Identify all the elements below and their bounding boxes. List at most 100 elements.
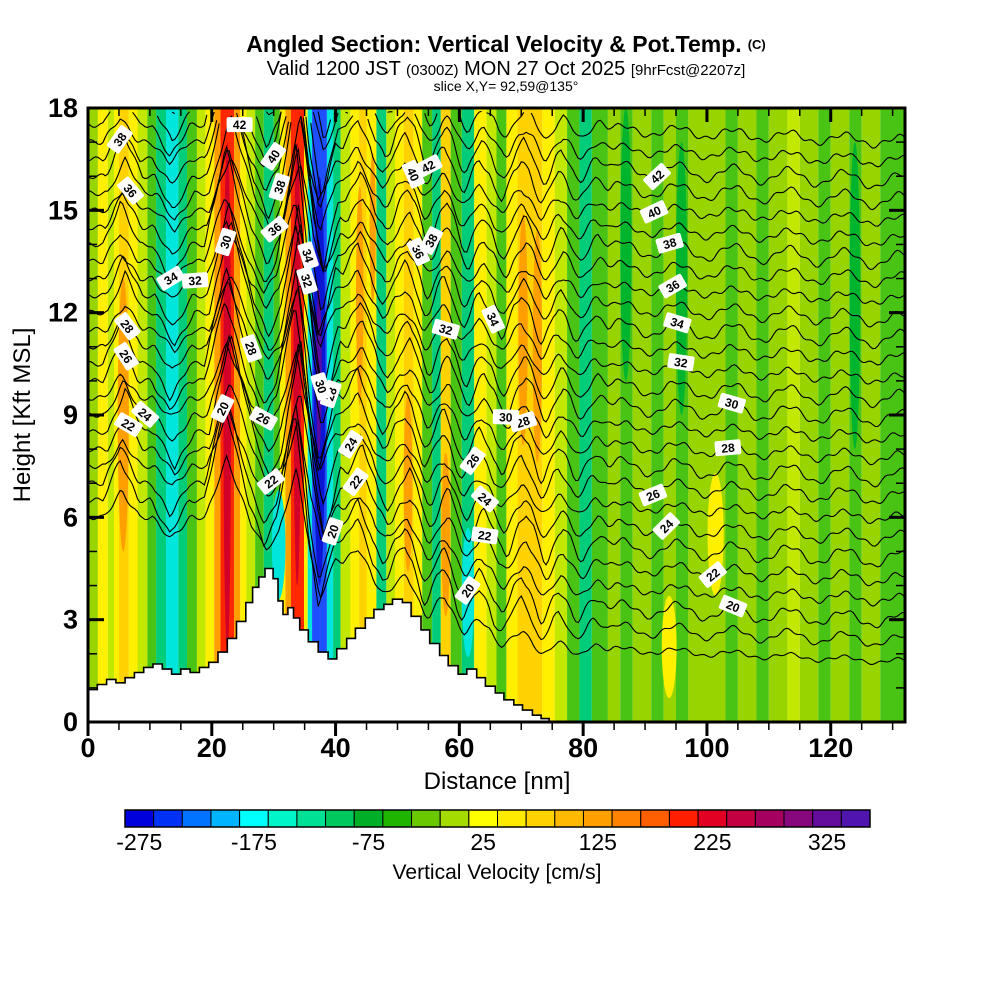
velocity-core xyxy=(403,394,413,572)
x-tick-label: 60 xyxy=(444,733,474,763)
isentrope-label-value: 38 xyxy=(661,235,678,252)
isentrope-label: 26 xyxy=(638,483,668,507)
colorbar-cell xyxy=(239,809,269,828)
isentrope-label-box xyxy=(459,446,486,475)
isentrope-label: 34 xyxy=(663,312,692,334)
velocity-band xyxy=(113,108,119,722)
isentrope-label-value: 30 xyxy=(499,410,513,424)
velocity-band xyxy=(165,108,179,722)
isentrope-line xyxy=(88,202,905,409)
velocity-core xyxy=(661,595,677,699)
velocity-band xyxy=(818,108,831,722)
isentrope-label-box xyxy=(268,172,291,202)
velocity-band xyxy=(861,108,881,722)
isentrope-label-value: 32 xyxy=(298,272,316,289)
x-tick-label: 100 xyxy=(684,733,729,763)
isentrope-label-value: 32 xyxy=(188,273,203,288)
isentrope-label-box xyxy=(181,272,209,289)
isentrope-label: 36 xyxy=(117,176,144,205)
isentrope-line xyxy=(88,158,905,305)
isentrope-label-value: 32 xyxy=(673,355,689,371)
velocity-band xyxy=(196,108,206,722)
isentrope-label: 20 xyxy=(321,517,344,546)
isentrope-label-box xyxy=(698,561,727,588)
isentrope-label-box xyxy=(471,526,499,545)
velocity-band xyxy=(350,108,360,722)
isentrope-label: 20 xyxy=(210,394,235,423)
colorbar-cell xyxy=(124,809,155,828)
velocity-band xyxy=(579,108,592,722)
isentrope-label: 24 xyxy=(652,512,681,540)
isentrope-label-box xyxy=(310,372,332,401)
isentrope-label-box xyxy=(419,226,443,255)
isentrope-line xyxy=(88,267,905,488)
isentrope-label-box xyxy=(652,512,681,540)
colorbar-cell xyxy=(554,809,584,828)
velocity-band xyxy=(304,108,308,722)
isentrope-label-box xyxy=(114,312,141,341)
isentrope-label-value: 38 xyxy=(271,178,289,195)
isentrope-line xyxy=(88,115,905,289)
y-tick-label: 9 xyxy=(63,400,78,430)
isentrope-line xyxy=(88,333,905,547)
colorbar-cell xyxy=(611,809,642,828)
colorbar-cell xyxy=(181,809,212,828)
velocity-band xyxy=(205,108,215,722)
velocity-band xyxy=(422,108,433,722)
isentrope-label: 28 xyxy=(240,334,263,363)
isentrope-line xyxy=(88,116,905,247)
isentrope-label: 22 xyxy=(256,468,285,495)
isentrope-label-box xyxy=(321,517,344,546)
isentrope-label-box xyxy=(338,429,364,459)
velocity-band xyxy=(486,108,497,722)
isentrope-label: 30 xyxy=(717,392,746,414)
colorbar-cell xyxy=(525,809,556,828)
y-tick-label: 3 xyxy=(63,605,78,635)
isentrope-label-box xyxy=(297,241,319,270)
isentrope-label-value: 38 xyxy=(422,231,441,250)
isentrope-label: 34 xyxy=(156,265,185,291)
isentrope-line xyxy=(88,111,905,211)
isentrope-label-value: 26 xyxy=(644,486,662,504)
isentrope-label-box xyxy=(401,160,425,189)
velocity-band xyxy=(273,108,280,722)
isentrope-label-box xyxy=(256,468,285,495)
velocity-band xyxy=(107,108,114,722)
isentrope-label-box xyxy=(667,353,695,372)
y-tick-label: 0 xyxy=(63,707,78,737)
velocity-band xyxy=(128,108,138,722)
isentrope-label: 26 xyxy=(113,342,139,371)
velocity-band xyxy=(156,108,166,722)
isentrope-label-box xyxy=(492,409,520,425)
isentrope-label: 24 xyxy=(471,485,499,513)
colorbar-cell xyxy=(783,809,814,828)
chart-title-text: Angled Section: Vertical Velocity & Pot.… xyxy=(246,31,741,57)
isentrope-label: 30 xyxy=(310,372,332,401)
isentrope-label-box xyxy=(718,594,748,618)
chart-title-unit: (C) xyxy=(748,37,766,52)
velocity-band xyxy=(450,108,462,722)
subtitle-valid-time: Valid 1200 JST xyxy=(267,58,406,80)
y-tick-label: 12 xyxy=(48,298,78,328)
velocity-band xyxy=(386,108,395,722)
isentrope-label: 30 xyxy=(214,227,237,257)
isentrope-label: 28 xyxy=(114,312,141,341)
colorbar-cell xyxy=(726,809,756,828)
colorbar-cell xyxy=(812,809,842,828)
isentrope-label: 26 xyxy=(459,446,486,475)
isentrope-line xyxy=(88,220,905,385)
velocity-band xyxy=(359,108,367,722)
isentrope-label-value: 26 xyxy=(254,409,273,428)
isentrope-label-box xyxy=(406,237,430,267)
velocity-band xyxy=(591,108,608,722)
isentrope-label: 42 xyxy=(413,154,443,179)
isentrope-line xyxy=(156,111,905,196)
colorbar-cell xyxy=(382,809,413,828)
isentrope-label-box xyxy=(454,576,481,605)
subtitle-utc-time: (0300Z) xyxy=(406,62,459,79)
isentrope-label-box xyxy=(639,200,669,224)
colorbar-cell xyxy=(325,809,355,828)
isentrope-label: 20 xyxy=(454,576,481,605)
colorbar-cell xyxy=(439,809,470,828)
